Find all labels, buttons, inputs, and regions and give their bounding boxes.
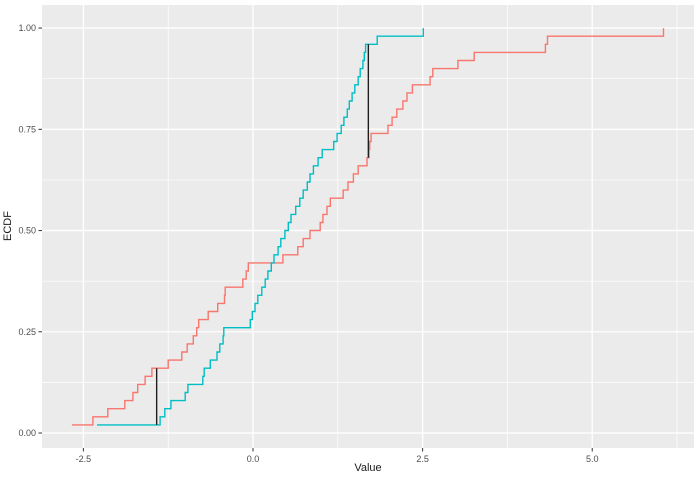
y-axis-title: ECDF	[2, 211, 14, 241]
x-tick-label: 5.0	[586, 454, 599, 464]
x-axis-title: Value	[354, 462, 381, 474]
y-tick-label: 0.00	[18, 428, 36, 438]
x-tick-label: -2.5	[76, 454, 92, 464]
y-tick-label: 0.25	[18, 327, 36, 337]
y-tick-label: 0.50	[18, 226, 36, 236]
x-tick-label: 2.5	[416, 454, 429, 464]
x-tick-label: 0.0	[247, 454, 260, 464]
ecdf-curve-series-teal	[97, 28, 424, 426]
y-tick-label: 0.75	[18, 124, 36, 134]
ecdf-curve-series-red	[71, 28, 665, 426]
y-tick-label: 1.00	[18, 23, 36, 33]
